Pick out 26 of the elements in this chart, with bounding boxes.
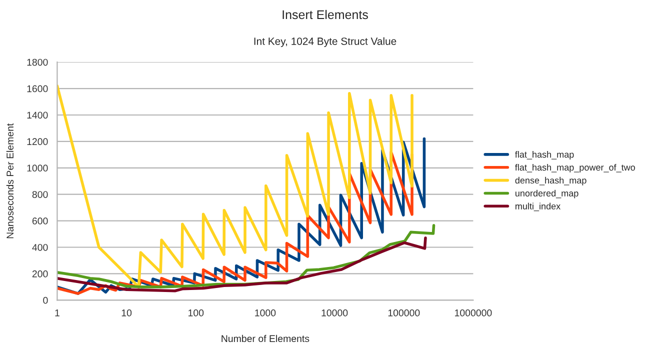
y-tick-label: 1400 <box>27 112 48 119</box>
y-tick-label: 1800 <box>27 58 48 66</box>
legend-label: flat_hash_map <box>515 151 574 160</box>
x-tick-label: 100 <box>188 309 204 316</box>
legend-label: multi_index <box>516 202 560 212</box>
chart-title: Insert Elements <box>282 10 368 20</box>
x-axis-title: Number of Elements <box>222 334 310 342</box>
y-tick-label: 600 <box>32 218 48 224</box>
legend-label: unordered_map <box>516 190 578 198</box>
y-axis-title: Nanoseconds Per Element <box>6 123 14 238</box>
x-tick-label: 1000000 <box>455 309 492 316</box>
chart-subtitle: Int Key, 1024 Byte Struct Value <box>254 37 396 48</box>
legend-label: dense_hash_map <box>515 176 586 186</box>
y-tick-label: 0 <box>43 296 48 304</box>
x-tick-label: 1000 <box>255 309 276 316</box>
y-tick-label: 800 <box>32 191 48 198</box>
y-tick-label: 1000 <box>27 164 48 172</box>
x-tick-label: 1 <box>55 310 60 316</box>
y-tick-label: 1600 <box>27 85 48 92</box>
x-tick-label: 10 <box>122 309 132 316</box>
y-tick-label: 200 <box>32 270 48 278</box>
y-tick-label: 400 <box>32 244 48 251</box>
x-tick-label: 100000 <box>388 309 420 316</box>
legend-label: flat_hash_map_power_of_two <box>515 164 635 172</box>
x-tick-label: 10000 <box>322 309 348 316</box>
y-tick-label: 1200 <box>27 138 48 146</box>
